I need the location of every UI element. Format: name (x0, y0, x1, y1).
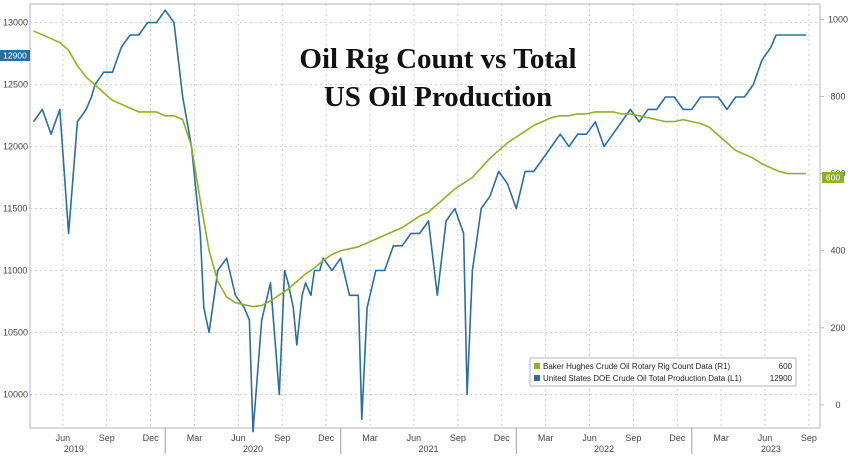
chart-title: Oil Rig Count vs Total US Oil Production (299, 43, 576, 113)
y-left-tick-label: 11000 (3, 266, 27, 276)
last-value-tag-production: 12900 (0, 50, 30, 61)
x-month-tick-label: Mar (187, 433, 203, 443)
legend-box (529, 357, 797, 387)
x-month-tick-label: Sep (625, 433, 641, 443)
x-month-tick-label: Sep (274, 433, 290, 443)
y-left-tick-label: 10000 (3, 390, 28, 400)
x-month-tick-label: Jun (582, 433, 597, 443)
x-year-label: 2022 (594, 444, 614, 454)
series-line-production (32, 9, 806, 433)
plot-frame (29, 3, 821, 429)
y-right-tick-label: 400 (830, 246, 845, 256)
legend-label-rigs: Baker Hughes Crude Oil Rotary Rig Count … (543, 362, 731, 371)
legend-swatch-rigs (534, 363, 540, 369)
x-year-label: 2020 (243, 444, 263, 454)
x-month-tick-label: Dec (669, 433, 686, 443)
y-left-tick-label: 10500 (3, 328, 28, 338)
y-left-tick-label: 12000 (3, 142, 28, 152)
last-value-tag-production-text: 12900 (3, 51, 27, 61)
legend-value-production: 12900 (770, 374, 793, 383)
x-year-label: 2019 (64, 444, 84, 454)
last-value-tag-rigs: 600 (822, 172, 844, 183)
x-month-tick-label: Mar (538, 433, 554, 443)
legend: Baker Hughes Crude Oil Rotary Rig Count … (529, 357, 797, 387)
y-left-tick-label: 13000 (3, 18, 28, 28)
chart-title-line-1: Oil Rig Count vs Total (299, 43, 576, 75)
y-right-tick-label: 800 (830, 92, 845, 102)
chart-title-line-2: US Oil Production (324, 81, 552, 113)
legend-label-production: United States DOE Crude Oil Total Produc… (543, 374, 742, 383)
y-right-tick-label: 200 (830, 323, 845, 333)
x-month-tick-label: Sep (801, 433, 817, 443)
x-month-tick-label: Jun (56, 433, 71, 443)
x-year-label: 2023 (761, 444, 781, 454)
x-month-tick-label: Dec (143, 433, 160, 443)
x-month-tick-label: Jun (407, 433, 422, 443)
x-month-tick-label: Sep (99, 433, 115, 443)
x-year-label: 2021 (418, 444, 438, 454)
x-month-tick-label: Sep (450, 433, 466, 443)
y-right-tick-label: 0 (835, 400, 840, 410)
last-value-tag-rigs-text: 600 (826, 173, 840, 183)
series-line-rigs (33, 30, 806, 308)
y-left-tick-label: 11500 (3, 204, 27, 214)
x-month-tick-label: Jun (758, 433, 773, 443)
x-month-tick-label: Jun (231, 433, 246, 443)
x-month-tick-label: Dec (318, 433, 335, 443)
x-month-tick-label: Mar (713, 433, 729, 443)
y-right-tick-label: 1000 (828, 14, 848, 24)
legend-value-rigs: 600 (779, 362, 793, 371)
legend-swatch-production (534, 375, 540, 381)
y-left-tick-label: 12500 (3, 80, 28, 90)
x-month-tick-label: Dec (494, 433, 511, 443)
x-month-tick-label: Mar (362, 433, 378, 443)
